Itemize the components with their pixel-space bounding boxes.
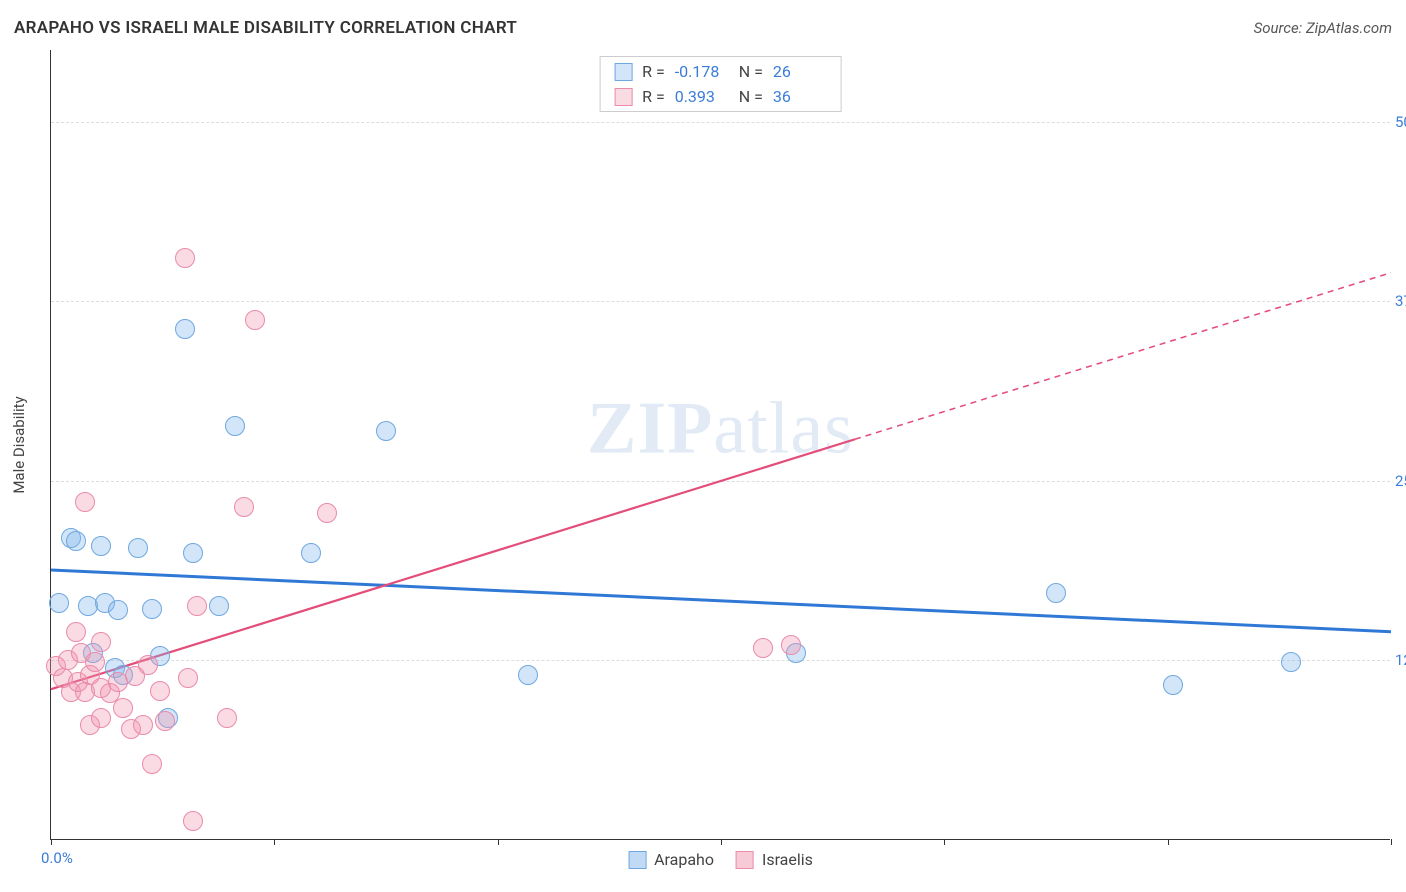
data-point: [217, 708, 237, 728]
data-point: [301, 543, 321, 563]
data-point: [150, 681, 170, 701]
data-point: [49, 593, 69, 613]
data-point: [234, 497, 254, 517]
x-tick: [1391, 839, 1392, 845]
data-point: [1281, 652, 1301, 672]
data-point: [133, 715, 153, 735]
data-point: [91, 708, 111, 728]
data-point: [66, 531, 86, 551]
legend-item: Israelis: [736, 850, 813, 869]
data-point: [753, 638, 773, 658]
data-point: [518, 665, 538, 685]
y-tick-label: 12.5%: [1395, 651, 1406, 669]
data-point: [317, 503, 337, 523]
chart-header: ARAPAHO VS ISRAELI MALE DISABILITY CORRE…: [14, 18, 1392, 38]
data-point: [155, 711, 175, 731]
data-point: [209, 596, 229, 616]
series-legend: Arapaho Israelis: [628, 850, 813, 869]
x-axis-start-label: 0.0%: [41, 849, 73, 867]
y-tick-label: 25.0%: [1395, 472, 1406, 490]
scatter-chart: Male Disability 0.0% 80.0% ZIPatlas R =-…: [50, 50, 1390, 840]
data-point: [175, 248, 195, 268]
legend-swatch: [628, 851, 646, 869]
legend-swatch: [736, 851, 754, 869]
data-point: [187, 596, 207, 616]
data-point: [1046, 583, 1066, 603]
data-point: [376, 421, 396, 441]
data-point: [142, 599, 162, 619]
trend-lines: [51, 50, 1391, 840]
data-point: [85, 652, 105, 672]
data-point: [75, 492, 95, 512]
chart-source: Source: ZipAtlas.com: [1254, 19, 1392, 37]
data-point: [128, 538, 148, 558]
data-point: [183, 543, 203, 563]
data-point: [113, 698, 133, 718]
y-tick-label: 37.5%: [1395, 292, 1406, 310]
chart-title: ARAPAHO VS ISRAELI MALE DISABILITY CORRE…: [14, 18, 517, 38]
y-tick-label: 50.0%: [1395, 113, 1406, 131]
data-point: [91, 632, 111, 652]
legend-label: Arapaho: [654, 850, 714, 869]
data-point: [183, 811, 203, 831]
data-point: [108, 600, 128, 620]
data-point: [138, 655, 158, 675]
y-axis-label: Male Disability: [10, 396, 28, 493]
legend-item: Arapaho: [628, 850, 714, 869]
data-point: [225, 416, 245, 436]
data-point: [1163, 675, 1183, 695]
data-point: [66, 622, 86, 642]
data-point: [178, 668, 198, 688]
data-point: [245, 310, 265, 330]
data-point: [175, 319, 195, 339]
data-point: [91, 536, 111, 556]
data-point: [142, 754, 162, 774]
legend-label: Israelis: [762, 850, 813, 869]
data-point: [781, 635, 801, 655]
